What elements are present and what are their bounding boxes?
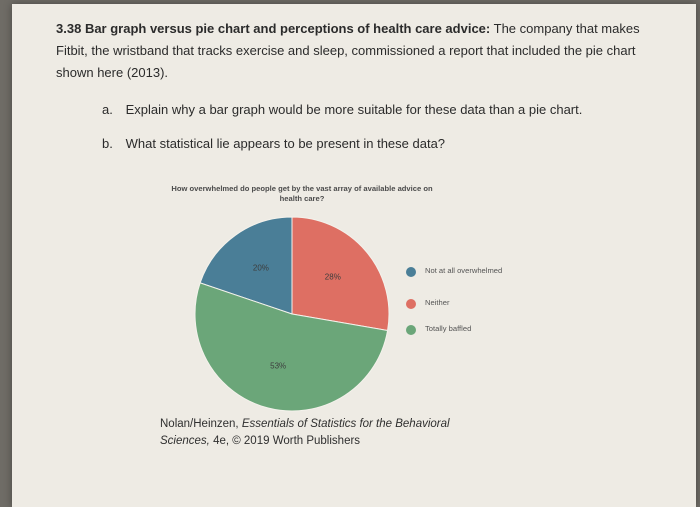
textbook-page: 3.38 Bar graph versus pie chart and perc… bbox=[12, 4, 696, 507]
source-credit: Nolan/Heinzen, Essentials of Statistics … bbox=[160, 416, 490, 450]
pie-chart: 20% 28% 53% bbox=[194, 216, 390, 412]
legend-swatch-neither bbox=[406, 299, 416, 309]
credit-edition: 4e, © 2019 Worth Publishers bbox=[213, 435, 361, 447]
part-a-text: Explain why a bar graph would be more su… bbox=[125, 102, 583, 117]
credit-authors: Nolan/Heinzen, bbox=[160, 418, 239, 430]
chart-title: How overwhelmed do people get by the vas… bbox=[171, 184, 433, 203]
legend-label-not-at-all: Not at all overwhelmed bbox=[425, 266, 503, 275]
part-b-letter: b. bbox=[102, 136, 113, 151]
legend-label-totally-baffled: Totally baffled bbox=[425, 324, 472, 333]
problem-title: Bar graph versus pie chart and perceptio… bbox=[84, 21, 491, 36]
pie-slice-not-at-all bbox=[199, 216, 293, 315]
pie-slice-neither bbox=[291, 216, 390, 332]
legend-swatch-not-at-all bbox=[406, 267, 416, 277]
legend-label-neither: Neither bbox=[425, 298, 450, 307]
pie-label-not-at-all: 20% bbox=[253, 264, 269, 273]
pie-label-totally-baffled: 53% bbox=[270, 362, 286, 371]
pie-label-neither: 28% bbox=[325, 273, 341, 282]
pie-slice-totally-baffled bbox=[194, 282, 389, 412]
part-a: a. Explain why a bar graph would be more… bbox=[102, 102, 582, 117]
part-a-letter: a. bbox=[102, 102, 113, 117]
part-b-text: What statistical lie appears to be prese… bbox=[125, 136, 446, 151]
credit-book: Essentials of Statistics for the Behavio… bbox=[160, 418, 450, 447]
problem-text: The company that makes Fitbit, the wrist… bbox=[56, 21, 640, 80]
part-b: b. What statistical lie appears to be pr… bbox=[102, 136, 445, 151]
legend-swatch-totally-baffled bbox=[406, 325, 416, 335]
problem-statement: 3.38 Bar graph versus pie chart and perc… bbox=[56, 18, 646, 84]
problem-number: 3.38 bbox=[56, 21, 82, 36]
